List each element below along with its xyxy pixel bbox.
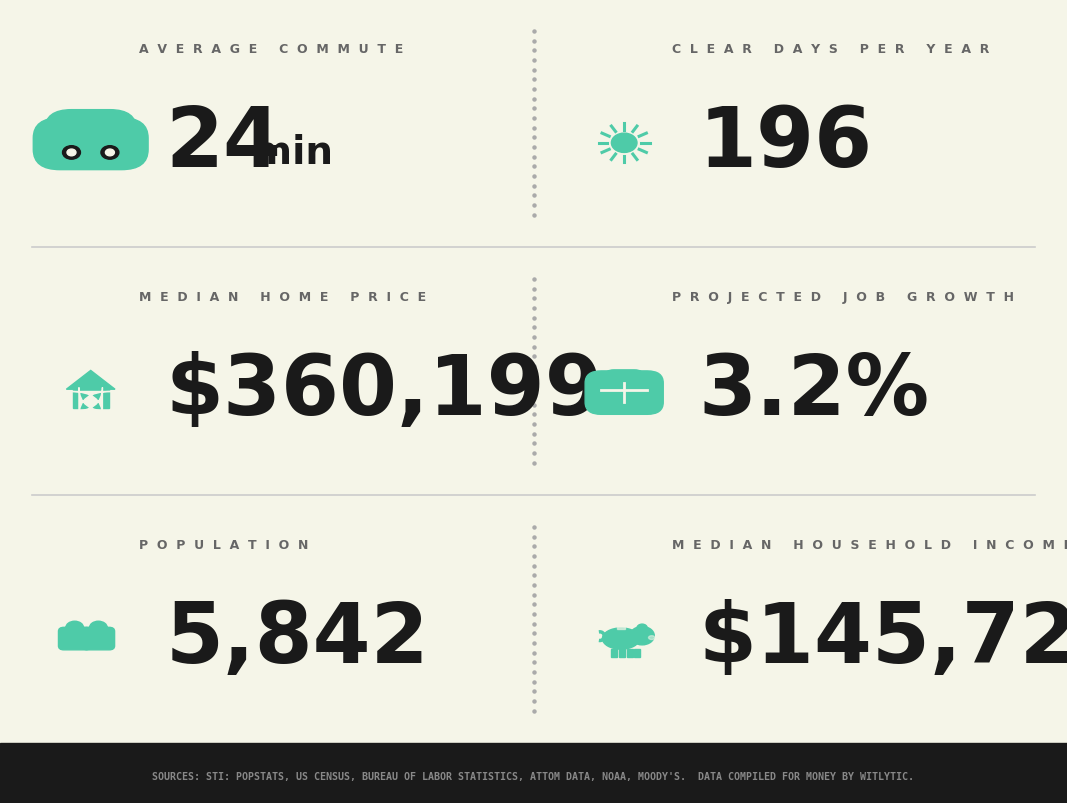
Text: A  V  E  R  A  G  E     C  O  M  M  U  T  E: A V E R A G E C O M M U T E [139,43,403,56]
FancyBboxPatch shape [45,111,137,161]
Text: $360,199: $360,199 [165,351,603,432]
Text: 24: 24 [165,103,282,184]
Text: min: min [238,134,333,172]
Text: M  E  D  I  A  N     H  O  U  S  E  H  O  L  D     I  N  C  O  M  E: M E D I A N H O U S E H O L D I N C O M … [672,538,1067,551]
Bar [626,649,633,657]
FancyBboxPatch shape [33,119,148,170]
Circle shape [106,150,114,157]
Circle shape [611,134,637,153]
Bar [619,649,625,657]
Text: M  E  D  I  A  N     H  O  M  E     P  R  I  C  E: M E D I A N H O M E P R I C E [139,291,426,304]
Ellipse shape [649,636,655,640]
Text: P  O  P  U  L  A  T  I  O  N: P O P U L A T I O N [139,538,308,551]
Text: 196: 196 [699,103,873,184]
FancyBboxPatch shape [70,388,111,416]
Bar [611,649,617,657]
Text: $145,722: $145,722 [699,598,1067,679]
Circle shape [67,150,76,157]
Bar [73,389,109,408]
FancyBboxPatch shape [585,372,664,415]
Text: C  L  E  A  R     D  A  Y  S     P  E  R     Y  E  A  R: C L E A R D A Y S P E R Y E A R [672,43,989,56]
Circle shape [630,626,654,645]
Circle shape [66,622,83,635]
FancyBboxPatch shape [82,628,114,650]
Bar [617,628,625,630]
FancyBboxPatch shape [59,628,91,650]
Text: 3.2%: 3.2% [699,351,930,432]
Text: 5,842: 5,842 [165,598,429,679]
Circle shape [637,625,648,632]
Text: SOURCES: STI: POPSTATS, US CENSUS, BUREAU OF LABOR STATISTICS, ATTOM DATA, NOAA,: SOURCES: STI: POPSTATS, US CENSUS, BUREA… [153,771,914,781]
Circle shape [90,622,108,635]
Bar [635,649,640,657]
Ellipse shape [603,628,639,650]
Polygon shape [66,371,115,389]
Bar [0,743,1067,803]
Circle shape [63,146,80,160]
Circle shape [101,146,118,160]
Text: P  R  O  J  E  C  T  E  D     J  O  B     G  R  O  W  T  H: P R O J E C T E D J O B G R O W T H [672,291,1015,304]
